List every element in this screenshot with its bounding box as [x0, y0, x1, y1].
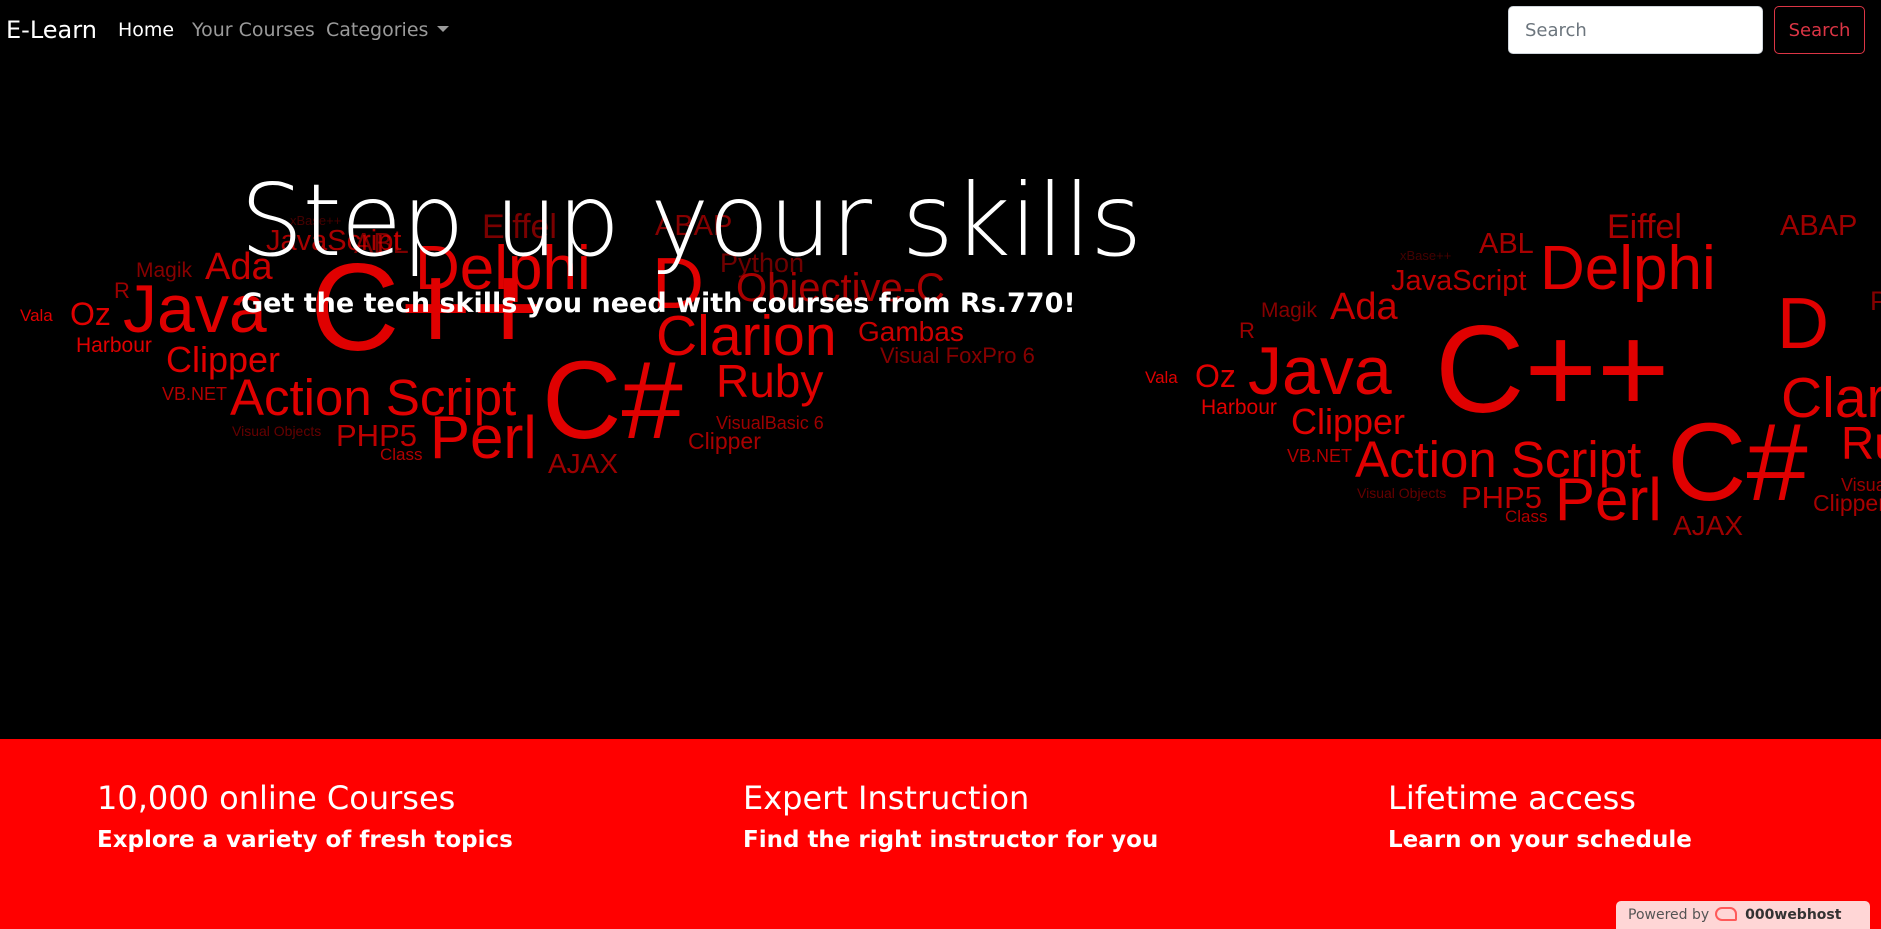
cloud-word: C++: [1435, 301, 1670, 439]
cloud-word: ABAP: [655, 210, 733, 242]
feature-title: Lifetime access: [1388, 779, 1636, 817]
cloud-word: PHP5: [336, 418, 417, 453]
cloud-word: Harbour: [1201, 396, 1277, 419]
cloud-word: Ruby: [1841, 417, 1881, 469]
feature-text: Find the right instructor for you: [743, 827, 1159, 853]
cloud-word: Clarion: [656, 304, 837, 368]
navbar: E-Learn Home Your Courses Categories Sea…: [0, 0, 1881, 62]
cloud-word: Clipper: [166, 339, 281, 380]
cloud-word: Ruby: [716, 355, 824, 407]
cloud-word: D: [652, 244, 704, 324]
cloud-word: Magik: [1261, 299, 1318, 322]
cloud-word: Ada: [205, 246, 273, 288]
cloud-word: Perl: [430, 404, 537, 471]
cloud-word: xBase++: [1400, 248, 1452, 263]
cloud-word: Harbour: [76, 334, 152, 357]
cloud-word: Eiffel: [482, 208, 557, 246]
word-cloud-right: Eiffel ABL xBase++ Delphi ABAP JavaScrip…: [1125, 62, 1881, 739]
cloud-word: Class: [1505, 507, 1548, 526]
cloud-word: Clarion: [1781, 366, 1881, 430]
cloud-word: Clipper: [1291, 401, 1406, 442]
cloud-word: C++: [310, 239, 545, 377]
brand-logo[interactable]: E-Learn: [6, 16, 97, 44]
cloud-word: Objective-C: [736, 266, 945, 310]
hero-title: Step up your skills: [240, 162, 1142, 279]
cloud-word: Clipper: [688, 428, 761, 454]
nav-link-home[interactable]: Home: [118, 19, 175, 41]
cloud-word: Oz: [1195, 358, 1236, 394]
cloud-word: ABAP: [1780, 210, 1858, 242]
cloud-word: Visual Objects: [1357, 485, 1447, 501]
feature-courses: 10,000 online Courses Explore a variety …: [97, 779, 513, 853]
cloud-word: JavaScript: [1391, 265, 1527, 297]
nav-link-your-courses[interactable]: Your Courses: [192, 19, 315, 41]
nav-link-categories[interactable]: Categories: [326, 19, 450, 41]
cloud-word: AJAX: [1673, 510, 1744, 541]
cloud-word: AJAX: [548, 448, 619, 479]
cloud-word: Python: [1870, 286, 1881, 316]
feature-text: Learn on your schedule: [1388, 827, 1692, 853]
cloud-word: Magik: [136, 259, 193, 282]
cloud-word: Perl: [1555, 466, 1662, 533]
search-button[interactable]: Search: [1774, 6, 1865, 54]
features-strip: 10,000 online Courses Explore a variety …: [0, 739, 1881, 929]
cloud-word: C#: [542, 339, 683, 462]
cloud-word: ABL: [1479, 228, 1534, 260]
powered-by-badge[interactable]: Powered by 000webhost: [1616, 901, 1870, 929]
cloud-word: Vala: [20, 306, 53, 325]
hero-banner: Eiffel ABL xBase++ Delphi ABAP JavaScrip…: [0, 62, 1881, 739]
cloud-word: VB.NET: [162, 384, 228, 404]
cloud-word: Delphi: [1540, 234, 1716, 303]
feature-text: Explore a variety of fresh topics: [97, 827, 513, 853]
cloud-word: C#: [1667, 401, 1808, 524]
cloud-word: VisualBasic 6: [716, 413, 824, 433]
cloud-word: Java: [123, 271, 267, 347]
cloud-word: Oz: [70, 296, 111, 332]
feature-title: 10,000 online Courses: [97, 779, 456, 817]
cloud-word: VB.NET: [1287, 446, 1353, 466]
cloud-word: Action Script: [230, 369, 517, 426]
powered-by-host: 000webhost: [1745, 907, 1842, 923]
chevron-down-icon: [437, 26, 450, 32]
cloud-word: VisualBasic 6: [1841, 475, 1881, 495]
cloud-word: PHP5: [1461, 480, 1542, 515]
cloud-word: D: [1777, 284, 1829, 364]
categories-label: Categories: [326, 19, 429, 41]
cloud-word: Gambas: [858, 316, 964, 347]
cloud-word: R: [1239, 318, 1255, 343]
webhost-logo-icon: [1715, 907, 1738, 921]
cloud-word: Action Script: [1355, 431, 1642, 488]
powered-by-label: Powered by: [1628, 907, 1710, 923]
cloud-word: Eiffel: [1607, 208, 1682, 246]
cloud-word: Java: [1248, 333, 1392, 409]
feature-instruction: Expert Instruction Find the right instru…: [743, 779, 1158, 853]
cloud-word: ABL: [354, 228, 409, 260]
word-cloud-left: Eiffel ABL xBase++ Delphi ABAP JavaScrip…: [0, 62, 1130, 739]
cloud-word: Ada: [1330, 286, 1398, 328]
cloud-word: Visual Objects: [232, 423, 322, 439]
cloud-word: R: [114, 278, 130, 303]
feature-title: Expert Instruction: [743, 779, 1030, 817]
cloud-word: Vala: [1145, 368, 1178, 387]
cloud-word: Python: [720, 248, 805, 278]
cloud-word: Visual FoxPro 6: [880, 343, 1035, 368]
search-input[interactable]: [1508, 6, 1763, 54]
cloud-word: JavaScript: [266, 225, 402, 257]
hero-subtitle: Get the tech skills you need with course…: [241, 288, 1076, 319]
cloud-word: Delphi: [415, 234, 591, 303]
cloud-word: Clipper: [1813, 490, 1881, 516]
cloud-word: Class: [380, 445, 423, 464]
feature-lifetime: Lifetime access Learn on your schedule: [1388, 779, 1692, 853]
cloud-word: xBase++: [290, 213, 342, 228]
